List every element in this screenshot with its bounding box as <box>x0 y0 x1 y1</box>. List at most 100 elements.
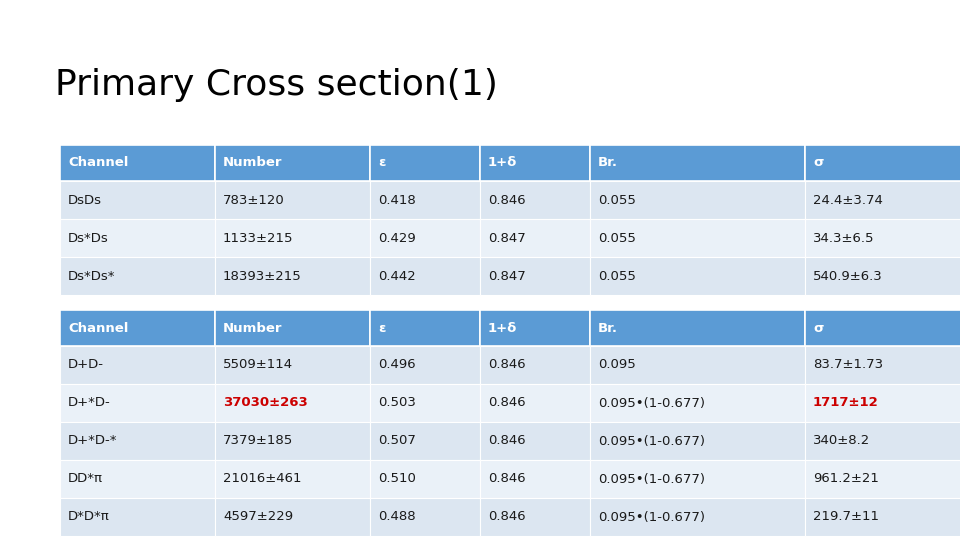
Text: Channel: Channel <box>68 321 129 334</box>
Text: DD*π: DD*π <box>68 472 103 485</box>
Bar <box>480 219 590 257</box>
Text: 0.846: 0.846 <box>488 193 526 206</box>
Text: D+D-: D+D- <box>68 359 104 372</box>
Text: D+*D-: D+*D- <box>68 396 110 409</box>
Text: Primary Cross section(1): Primary Cross section(1) <box>55 68 498 102</box>
Text: 0.846: 0.846 <box>488 472 526 485</box>
Bar <box>370 310 480 346</box>
Text: 0.095•(1-0.677): 0.095•(1-0.677) <box>598 396 705 409</box>
Text: 5509±114: 5509±114 <box>223 359 293 372</box>
Bar <box>60 219 215 257</box>
Bar <box>480 257 590 295</box>
Text: Br.: Br. <box>598 157 618 170</box>
Text: 0.442: 0.442 <box>378 269 416 282</box>
Text: 18393±215: 18393±215 <box>223 269 301 282</box>
Text: 0.055: 0.055 <box>598 232 636 245</box>
Text: 0.488: 0.488 <box>378 510 416 523</box>
Text: 0.055: 0.055 <box>598 269 636 282</box>
Bar <box>805 460 960 498</box>
Bar <box>215 384 370 422</box>
Text: ε: ε <box>378 321 385 334</box>
Bar <box>370 422 480 460</box>
Bar <box>370 219 480 257</box>
Text: 0.846: 0.846 <box>488 359 526 372</box>
Text: 34.3±6.5: 34.3±6.5 <box>813 232 875 245</box>
Text: σ: σ <box>813 157 824 170</box>
Text: 21016±461: 21016±461 <box>223 472 301 485</box>
Bar <box>215 346 370 384</box>
Text: 4597±229: 4597±229 <box>223 510 293 523</box>
Text: 0.503: 0.503 <box>378 396 416 409</box>
Bar <box>480 310 590 346</box>
Bar <box>590 346 805 384</box>
Text: 7379±185: 7379±185 <box>223 435 293 448</box>
Bar <box>480 498 590 536</box>
Bar <box>590 181 805 219</box>
Bar <box>60 181 215 219</box>
Bar <box>60 498 215 536</box>
Text: 37030±263: 37030±263 <box>223 396 308 409</box>
Bar <box>590 257 805 295</box>
Bar <box>215 498 370 536</box>
Bar <box>215 422 370 460</box>
Text: 540.9±6.3: 540.9±6.3 <box>813 269 883 282</box>
Text: 0.095•(1-0.677): 0.095•(1-0.677) <box>598 510 705 523</box>
Text: 783±120: 783±120 <box>223 193 285 206</box>
Text: ε: ε <box>378 157 385 170</box>
Bar <box>590 460 805 498</box>
Bar <box>805 257 960 295</box>
Text: Number: Number <box>223 321 282 334</box>
Bar <box>215 310 370 346</box>
Bar <box>370 498 480 536</box>
Text: 1717±12: 1717±12 <box>813 396 878 409</box>
Bar <box>590 384 805 422</box>
Bar <box>370 384 480 422</box>
Text: 83.7±1.73: 83.7±1.73 <box>813 359 883 372</box>
Bar <box>60 310 215 346</box>
Bar <box>590 219 805 257</box>
Text: 0.846: 0.846 <box>488 510 526 523</box>
Bar <box>370 181 480 219</box>
Text: D+*D-*: D+*D-* <box>68 435 117 448</box>
Text: 1133±215: 1133±215 <box>223 232 294 245</box>
Bar <box>590 310 805 346</box>
Text: Br.: Br. <box>598 321 618 334</box>
Text: 0.095: 0.095 <box>598 359 636 372</box>
Text: Ds*Ds*: Ds*Ds* <box>68 269 115 282</box>
Bar <box>60 145 215 181</box>
Bar <box>805 310 960 346</box>
Bar <box>480 384 590 422</box>
Bar <box>370 257 480 295</box>
Bar <box>805 346 960 384</box>
Text: σ: σ <box>813 321 824 334</box>
Text: 0.095•(1-0.677): 0.095•(1-0.677) <box>598 472 705 485</box>
Bar <box>480 460 590 498</box>
Text: 24.4±3.74: 24.4±3.74 <box>813 193 883 206</box>
Bar <box>60 460 215 498</box>
Bar <box>480 422 590 460</box>
Text: 0.846: 0.846 <box>488 396 526 409</box>
Bar <box>480 181 590 219</box>
Bar <box>480 145 590 181</box>
Text: 0.055: 0.055 <box>598 193 636 206</box>
Bar <box>370 145 480 181</box>
Bar <box>805 219 960 257</box>
Bar <box>805 181 960 219</box>
Text: 0.510: 0.510 <box>378 472 416 485</box>
Bar <box>370 346 480 384</box>
Bar <box>805 498 960 536</box>
Text: Channel: Channel <box>68 157 129 170</box>
Bar <box>215 145 370 181</box>
Bar <box>60 346 215 384</box>
Bar <box>215 219 370 257</box>
Bar <box>805 422 960 460</box>
Text: 340±8.2: 340±8.2 <box>813 435 871 448</box>
Bar <box>60 422 215 460</box>
Text: DsDs: DsDs <box>68 193 102 206</box>
Bar <box>590 145 805 181</box>
Bar <box>60 384 215 422</box>
Text: 0.847: 0.847 <box>488 232 526 245</box>
Text: 0.847: 0.847 <box>488 269 526 282</box>
Bar <box>215 257 370 295</box>
Bar <box>590 498 805 536</box>
